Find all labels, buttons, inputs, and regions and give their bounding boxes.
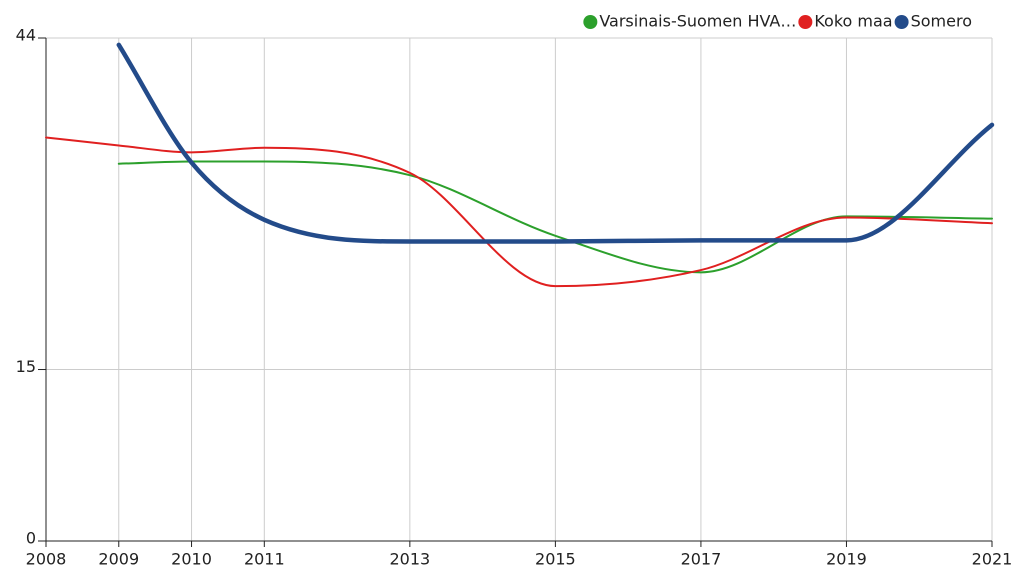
y-tick-label: 44 xyxy=(16,26,36,45)
x-tick-label: 2010 xyxy=(171,550,212,569)
series-line xyxy=(45,136,993,288)
x-tick-label: 2009 xyxy=(98,550,139,569)
x-tick-label: 2013 xyxy=(389,550,430,569)
x-tick-label: 2017 xyxy=(681,550,722,569)
x-tick-label: 2008 xyxy=(26,550,67,569)
x-tick-label: 2015 xyxy=(535,550,576,569)
legend-marker xyxy=(798,15,813,29)
legend-label: Koko maa xyxy=(814,12,892,31)
legend-label: Varsinais-Suomen HVA… xyxy=(599,12,796,31)
legend-marker xyxy=(583,15,598,29)
y-tick-label: 15 xyxy=(16,357,36,376)
series-line xyxy=(116,42,995,244)
x-tick-label: 2011 xyxy=(244,550,285,569)
y-tick-label: 0 xyxy=(26,529,36,548)
legend-label: Somero xyxy=(911,12,972,31)
legend-marker xyxy=(894,15,909,29)
x-tick-label: 2019 xyxy=(826,550,867,569)
x-tick-label: 2021 xyxy=(972,550,1013,569)
